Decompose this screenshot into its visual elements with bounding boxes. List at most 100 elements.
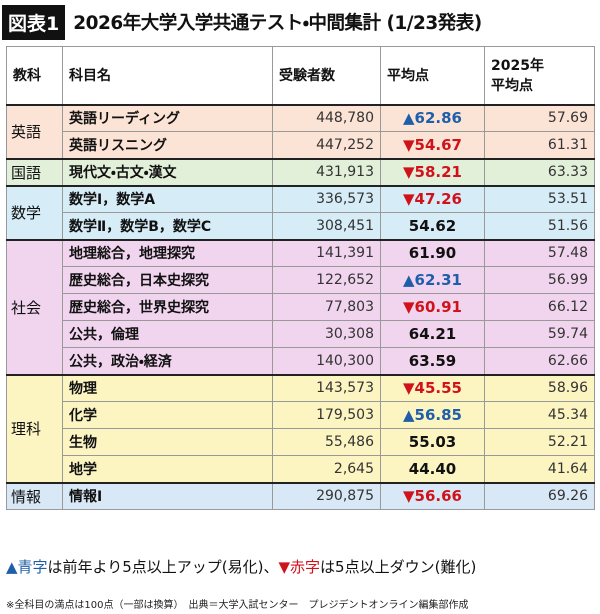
course-name: 公共，倫理 [62, 320, 273, 348]
prev-average: 45.34 [484, 401, 595, 429]
average: 45.55 [414, 379, 462, 398]
table-row: 情報 情報Ⅰ 290,875 ▼56.66 69.26 [6, 481, 595, 510]
average: 62.31 [414, 271, 462, 289]
average-cell: 44.40 [380, 455, 485, 483]
examinees: 290,875 [272, 481, 381, 510]
average: 62.86 [414, 109, 462, 128]
course-name: 化学 [62, 401, 273, 429]
prev-average: 53.51 [484, 184, 595, 213]
prev-average: 69.26 [484, 481, 595, 510]
course-name: 数学Ⅱ，数学B，数学C [62, 212, 273, 240]
prev-average: 61.31 [484, 131, 595, 159]
average-cell: 55.03 [380, 428, 485, 456]
legend-text: ▼赤字 [278, 558, 321, 576]
table-row: 化学 179,503 ▲56.85 45.34 [6, 401, 595, 429]
trend-mark: ▼ [403, 379, 415, 398]
figure-label: 図表1 [2, 4, 66, 40]
legend-text: は前年より5点以上アップ(易化)、 [47, 558, 279, 576]
table-row: 英語リスニング 447,252 ▼54.67 61.31 [6, 131, 595, 159]
trend-mark: ▲ [403, 406, 415, 424]
examinees: 141,391 [272, 238, 381, 267]
legend-text: は5点以上ダウン(難化) [320, 558, 477, 576]
average-cell: 61.90 [380, 238, 485, 267]
prev-average: 63.33 [484, 157, 595, 186]
course-name: 情報Ⅰ [62, 481, 273, 510]
average: 55.03 [408, 433, 457, 451]
subject-cell: 数学 [6, 184, 63, 240]
course-name: 歴史総合，世界史探究 [62, 293, 273, 321]
table-row: 生物 55,486 55.03 52.21 [6, 428, 595, 456]
average-cell: 63.59 [380, 347, 485, 375]
average-cell: ▼45.55 [380, 373, 485, 402]
title: 2026年大学入学共通テスト・中間集計 (1/23発表) [73, 13, 482, 34]
subject-cell: 国語 [6, 157, 63, 186]
course-name: 英語リーディング [62, 103, 273, 132]
course-name: 物理 [62, 373, 273, 402]
examinees: 2,645 [272, 455, 381, 483]
prev-average: 58.96 [484, 373, 595, 402]
table-row: 数学 数学Ⅰ，数学A 336,573 ▼47.26 53.51 [6, 184, 595, 240]
average: 64.21 [408, 325, 457, 343]
examinees: 308,451 [272, 212, 381, 240]
average: 58.21 [414, 163, 462, 181]
examinees: 122,652 [272, 266, 381, 294]
examinees: 55,486 [272, 428, 381, 456]
table-row: 社会 地理総合，地理探究 141,391 61.90 57.48 [6, 238, 595, 375]
examinees: 447,252 [272, 131, 381, 159]
table-row: 数学Ⅱ，数学B，数学C 308,451 54.62 51.56 [6, 212, 595, 240]
column-header-line: 2025年 [491, 58, 544, 75]
trend-mark: ▼ [403, 487, 415, 506]
average: 56.85 [414, 406, 462, 424]
examinees: 179,503 [272, 401, 381, 429]
average-cell: ▲56.85 [380, 401, 485, 429]
course-name: 地理総合，地理探究 [62, 238, 273, 267]
average-cell: 54.62 [380, 212, 485, 240]
course-name: 地学 [62, 455, 273, 483]
legend: ▲青字は前年より5点以上アップ(易化)、▼赤字は5点以上ダウン(難化) [6, 556, 476, 577]
prev-average: 41.64 [484, 455, 595, 483]
examinees: 140,300 [272, 347, 381, 375]
table-row: 理科 物理 143,573 ▼45.55 58.96 [6, 373, 595, 483]
table-row: 地学 2,645 44.40 41.64 [6, 455, 595, 483]
examinees: 431,913 [272, 157, 381, 186]
average: 54.67 [414, 135, 462, 154]
table-row: 公共，倫理 30,308 64.21 59.74 [6, 320, 595, 348]
column-header: 科目名 [62, 46, 273, 106]
average-cell: ▲62.31 [380, 266, 485, 294]
average: 44.40 [408, 459, 457, 478]
average-cell: ▼54.67 [380, 131, 485, 159]
examinees: 143,573 [272, 373, 381, 402]
average-cell: 64.21 [380, 320, 485, 348]
trend-mark: ▼ [403, 135, 415, 154]
column-header: 平均点 [380, 46, 485, 106]
average: 60.91 [414, 298, 462, 316]
course-name: 数学Ⅰ，数学A [62, 184, 273, 213]
table: 教科 科目名 受験者数 平均点 2025年 平均点 英語 英語リーディング 448,780 ▲6… [6, 46, 595, 510]
table-row: 国語 現代文・古文・漢文 431,913 ▼58.21 63.33 [6, 157, 595, 186]
prev-average: 57.69 [484, 103, 595, 132]
prev-average: 59.74 [484, 320, 595, 348]
subject-cell: 英語 [6, 103, 63, 159]
course-name: 公共，政治・経済 [62, 347, 273, 375]
average: 56.66 [414, 487, 462, 506]
column-header: 教科 [6, 46, 63, 106]
trend-mark: ▼ [403, 163, 415, 181]
trend-mark: ▼ [403, 190, 415, 209]
header: 図表1 2026年大学入学共通テスト・中間集計 (1/23発表) [0, 4, 482, 40]
prev-average: 56.99 [484, 266, 595, 294]
prev-average: 57.48 [484, 238, 595, 267]
prev-average: 62.66 [484, 347, 595, 375]
trend-mark: ▼ [403, 298, 415, 316]
column-header: 受験者数 [272, 46, 381, 106]
examinees: 77,803 [272, 293, 381, 321]
table-row: 歴史総合，日本史探究 122,652 ▲62.31 56.99 [6, 266, 595, 294]
course-name: 生物 [62, 428, 273, 456]
average-cell: ▼60.91 [380, 293, 485, 321]
header-row: 教科 科目名 受験者数 平均点 2025年 平均点 [6, 46, 595, 106]
table-body: 英語 英語リーディング 448,780 ▲62.86 57.69 英語リスニング 447,2… [6, 103, 595, 510]
subject-cell: 情報 [6, 481, 63, 510]
average: 47.26 [414, 190, 462, 209]
course-name: 英語リスニング [62, 131, 273, 159]
prev-average: 52.21 [484, 428, 595, 456]
table-row: 歴史総合，世界史探究 77,803 ▼60.91 66.12 [6, 293, 595, 321]
